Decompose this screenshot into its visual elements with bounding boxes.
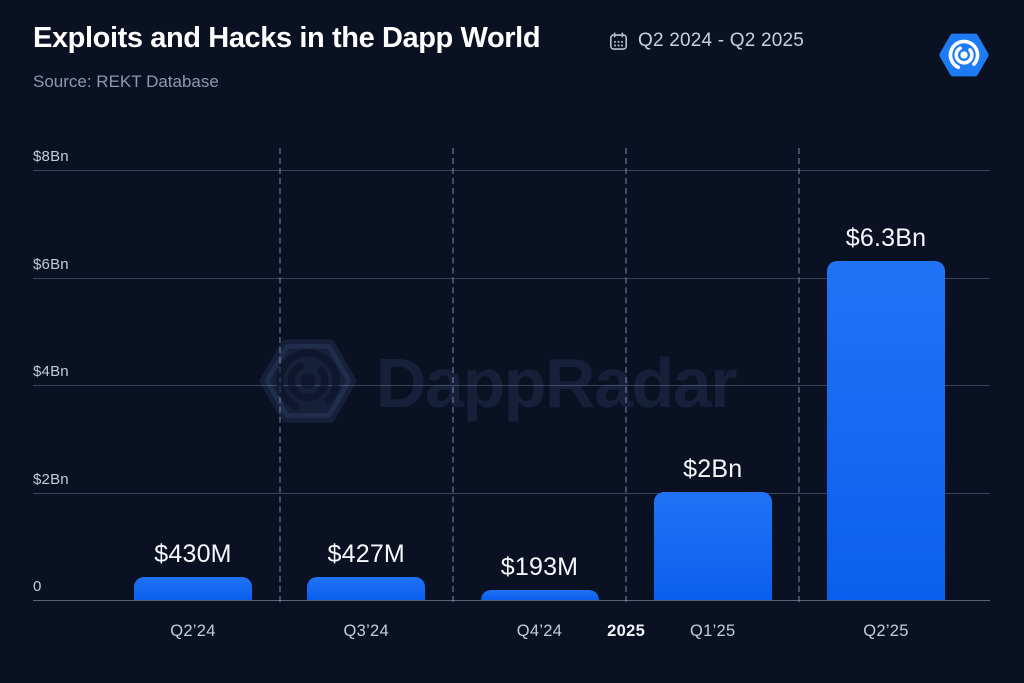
x-tick-label: Q3’24 [343, 622, 390, 640]
calendar-icon [608, 31, 629, 52]
gridline-8bn [33, 170, 990, 171]
bar-value-label: $193M [500, 553, 579, 581]
date-range: Q2 2024 - Q2 2025 [608, 30, 804, 52]
date-range-text: Q2 2024 - Q2 2025 [638, 30, 805, 51]
bar-q2-24 [134, 577, 252, 600]
page-title: Exploits and Hacks in the Dapp World [33, 22, 541, 54]
quarter-separator [278, 148, 281, 602]
x-tick-label: Q2’24 [170, 622, 216, 640]
x-tick-label: Q1’25 [689, 622, 736, 640]
y-tick-label: $4Bn [33, 363, 69, 380]
gridline-0bn [33, 600, 990, 601]
bar-q3-24 [307, 577, 426, 600]
y-tick-label: $2Bn [33, 470, 69, 488]
gridline-6bn [33, 277, 990, 279]
dappradar-logo-icon [938, 29, 990, 81]
bar-q2-25 [827, 261, 945, 600]
x-tick-label: Q4’24 [516, 622, 563, 640]
bar-q1-25 [653, 492, 772, 600]
bar-q4-24 [480, 590, 599, 600]
year-label: 2025 [607, 622, 646, 640]
bar-value-label: $2Bn [683, 455, 743, 483]
y-tick-label: $8Bn [33, 148, 69, 165]
quarter-separator [451, 148, 454, 602]
y-tick-label: 0 [33, 578, 42, 595]
bar-value-label: $427M [327, 540, 405, 568]
x-tick-label: Q2’25 [863, 622, 909, 640]
source-caption: Source: REKT Database [33, 72, 219, 91]
quarter-separator [625, 148, 628, 602]
gridline-2bn [33, 492, 990, 494]
bar-value-label: $6.3Bn [845, 224, 927, 252]
y-tick-label: $6Bn [33, 255, 69, 273]
gridline-4bn [33, 385, 990, 386]
quarter-separator [798, 148, 801, 602]
bar-value-label: $430M [154, 540, 232, 568]
